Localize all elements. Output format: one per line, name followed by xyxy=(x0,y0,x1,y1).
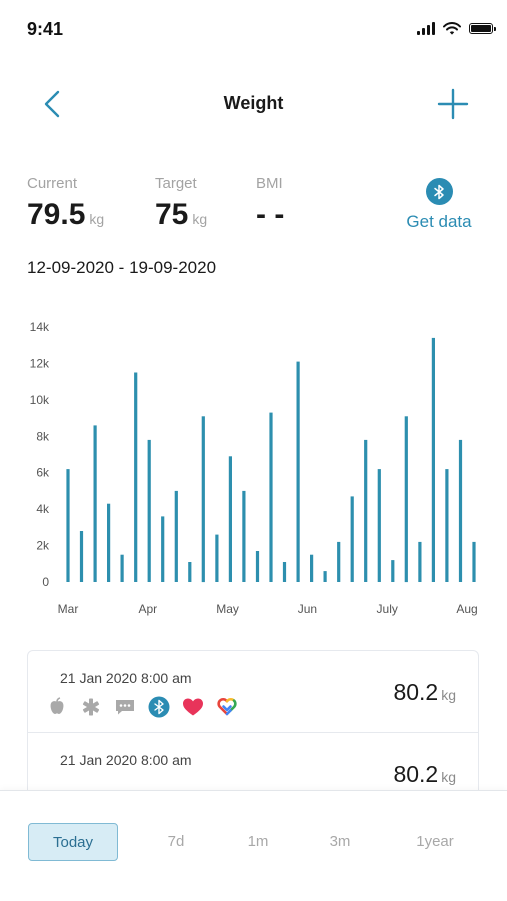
bar-chart-svg: 0 2k 4k 6k 8k 10k 12k 14k Mar Apr May Jun July Aug xyxy=(30,320,478,616)
list-item[interactable]: 21 Jan 2020 8:00 am xyxy=(28,651,478,733)
wifi-icon xyxy=(443,22,461,35)
get-data-label: Get data xyxy=(406,212,472,231)
add-button[interactable] xyxy=(433,84,473,124)
chart-bar xyxy=(147,439,151,582)
apple-icon xyxy=(45,695,69,719)
chart-bar xyxy=(120,554,124,582)
current-stat: Current 79.5 kg xyxy=(27,175,104,232)
entry-unit: kg xyxy=(441,687,456,703)
chart-bar xyxy=(228,456,232,582)
chart-bar xyxy=(458,439,463,582)
chart-bar xyxy=(255,551,260,582)
x-tick-label: July xyxy=(377,602,398,616)
plus-icon xyxy=(437,88,469,120)
chart-bar xyxy=(66,469,70,582)
tab-1year[interactable]: 1year xyxy=(416,833,454,850)
medical-icon xyxy=(79,695,103,719)
chart-bar xyxy=(79,531,84,582)
chart-bar xyxy=(310,554,314,582)
status-bar: 9:41 xyxy=(0,0,507,60)
x-tick-label: May xyxy=(216,602,239,616)
y-tick-label: 10k xyxy=(30,393,50,407)
chart-bar xyxy=(242,490,246,582)
range-tab-bar: Today 7d 1m 3m 1year xyxy=(0,790,507,901)
entry-value: 80.2 kg xyxy=(393,679,456,706)
entry-unit: kg xyxy=(441,769,456,785)
tab-3m[interactable]: 3m xyxy=(329,833,351,850)
chart-bar xyxy=(445,469,449,582)
back-button[interactable] xyxy=(36,84,72,124)
y-tick-label: 4k xyxy=(36,502,50,516)
chart-bar xyxy=(323,571,327,582)
source-icons xyxy=(45,695,239,719)
target-label: Target xyxy=(155,175,197,192)
date-range: 12-09-2020 - 19-09-2020 xyxy=(27,258,217,277)
signal-icon xyxy=(417,22,435,35)
y-tick-label: 8k xyxy=(36,429,50,443)
y-tick-label: 0 xyxy=(42,575,49,589)
chart-bar xyxy=(296,361,300,582)
chat-icon xyxy=(113,695,137,719)
current-unit: kg xyxy=(89,211,105,227)
status-time: 9:41 xyxy=(27,19,64,39)
battery-icon xyxy=(469,23,496,34)
list-item[interactable]: 21 Jan 2020 8:00 am 80.2 kg xyxy=(28,733,478,809)
weight-chart: 0 2k 4k 6k 8k 10k 12k 14k Mar Apr May Jun July Aug xyxy=(0,305,507,625)
chart-bar xyxy=(215,534,219,582)
chart-bar xyxy=(161,516,165,582)
target-unit: kg xyxy=(192,211,208,227)
chart-bar xyxy=(107,503,111,582)
y-tick-label: 2k xyxy=(36,539,50,553)
get-data-button[interactable]: Get data xyxy=(399,178,479,232)
current-value: 79.5 xyxy=(27,198,86,231)
page-title: Weight xyxy=(223,93,284,113)
bmi-stat: BMI - - xyxy=(256,175,284,232)
y-tick-label: 14k xyxy=(30,320,50,334)
y-tick-label: 12k xyxy=(30,356,50,370)
entries-list: 21 Jan 2020 8:00 am xyxy=(27,650,479,810)
x-tick-label: Aug xyxy=(456,602,477,616)
chart-bar xyxy=(337,541,341,582)
x-tick-label: Jun xyxy=(298,602,317,616)
google-fit-icon xyxy=(215,695,239,719)
chart-bar xyxy=(201,416,205,583)
chart-bar xyxy=(174,490,178,582)
entry-weight: 80.2 xyxy=(393,679,439,705)
heart-icon xyxy=(181,695,205,719)
chart-bar xyxy=(472,541,476,582)
stats-row: Current 79.5 kg Target 75 kg BMI - - Get d… xyxy=(0,175,507,255)
entry-date: 21 Jan 2020 8:00 am xyxy=(60,670,192,686)
bmi-value: - - xyxy=(256,198,285,231)
chevron-left-icon xyxy=(44,90,60,118)
chart-bar xyxy=(282,562,287,582)
chart-bar xyxy=(188,562,192,582)
x-tick-label: Apr xyxy=(138,602,157,616)
chart-bar xyxy=(377,469,381,582)
bluetooth-icon xyxy=(147,695,171,719)
tab-7d[interactable]: 7d xyxy=(167,833,185,850)
tab-1m[interactable]: 1m xyxy=(247,833,269,850)
status-icons xyxy=(417,22,496,35)
tab-today[interactable]: Today xyxy=(28,823,118,861)
chart-bar xyxy=(418,541,422,582)
entry-value: 80.2 kg xyxy=(393,761,456,788)
chart-bar xyxy=(391,560,395,582)
chart-bar xyxy=(269,412,273,582)
chart-bar xyxy=(364,439,368,582)
target-stat: Target 75 kg xyxy=(155,175,207,232)
current-label: Current xyxy=(27,175,78,192)
chart-bar xyxy=(431,337,435,582)
x-tick-label: Mar xyxy=(58,602,79,616)
chart-bar xyxy=(134,372,138,582)
header: Weight xyxy=(0,80,507,130)
chart-bar xyxy=(404,416,408,583)
entry-date: 21 Jan 2020 8:00 am xyxy=(60,752,192,768)
chart-bar xyxy=(350,496,354,582)
bluetooth-icon xyxy=(425,178,453,205)
target-value: 75 xyxy=(155,198,189,231)
bmi-label: BMI xyxy=(256,175,283,192)
y-tick-label: 6k xyxy=(36,466,50,480)
entry-weight: 80.2 xyxy=(393,761,439,787)
chart-bar xyxy=(93,425,97,582)
